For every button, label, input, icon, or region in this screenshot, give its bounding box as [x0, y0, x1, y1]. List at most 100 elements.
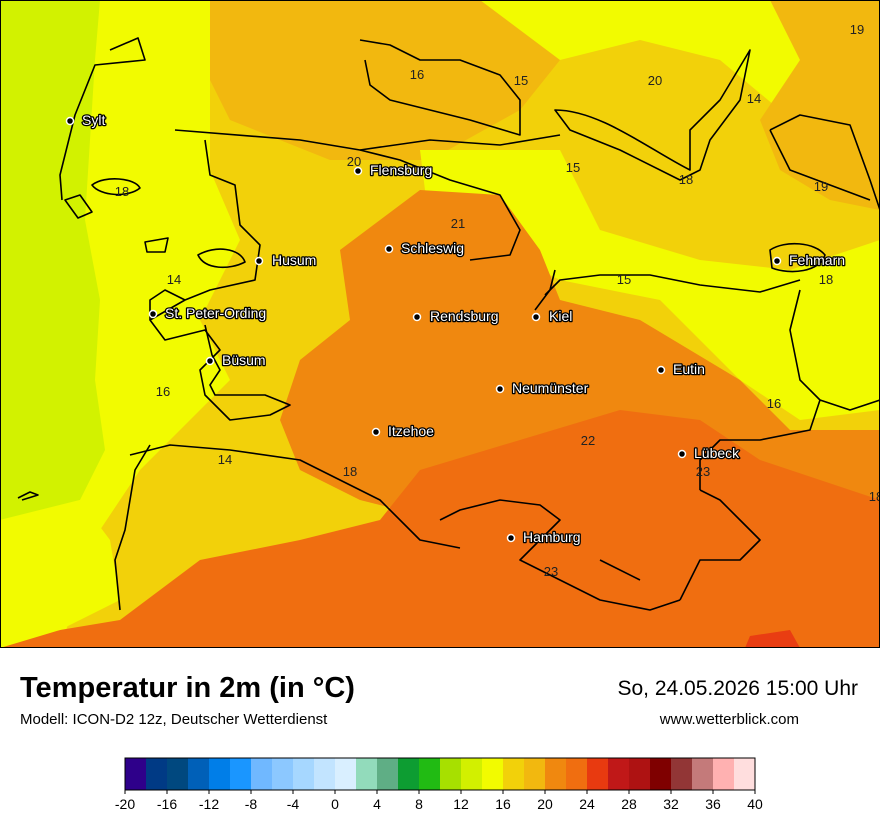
city-label-buesum: Büsum — [222, 352, 266, 368]
isotherm-label: 19 — [850, 22, 864, 37]
elbe-estuary-north — [129, 444, 461, 549]
isotherm-label: 23 — [544, 564, 558, 579]
mainland-west-coast — [149, 129, 561, 421]
color-scale-swatch — [377, 758, 399, 790]
color-scale-swatch — [335, 758, 357, 790]
isotherm-label: 15 — [566, 160, 580, 175]
color-scale-swatch — [440, 758, 462, 790]
foehr-island — [64, 194, 93, 219]
color-scale-tick-label: 12 — [453, 796, 469, 812]
color-scale-swatch — [692, 758, 714, 790]
color-scale-tick-label: 16 — [495, 796, 511, 812]
isotherm-label: 16 — [156, 384, 170, 399]
city-label-sylt: Sylt — [82, 112, 105, 128]
color-scale-tick-label: 4 — [373, 796, 381, 812]
color-scale-swatch — [587, 758, 609, 790]
danish-coast-ne — [769, 114, 880, 211]
kiel-coast — [544, 274, 801, 296]
color-scale-swatch — [293, 758, 315, 790]
forecast-datetime: So, 24.05.2026 15:00 Uhr — [617, 677, 858, 700]
city-rendsburg: Rendsburg — [412, 307, 500, 325]
danish-islands — [554, 49, 751, 181]
city-neumuenster: Neumünster — [495, 379, 590, 397]
color-scale-ticks: -20 -16 -12 -8 -4 0 4 8 12 16 20 24 28 32 36 40 — [115, 790, 763, 812]
isotherm-label: 15 — [617, 272, 631, 287]
color-scale-swatch — [524, 758, 546, 790]
isotherm-label: 18 — [819, 272, 833, 287]
color-scale-frame — [124, 757, 756, 791]
color-scale-swatch — [608, 758, 630, 790]
color-scale-swatch — [167, 758, 189, 790]
city-eutin: Eutin — [656, 360, 706, 378]
city-label-schleswig: Schleswig — [401, 240, 464, 256]
model-info: Modell: ICON-D2 12z, Deutscher Wetterdie… — [20, 711, 328, 728]
isotherm-label: 20 — [648, 73, 662, 88]
schlei — [359, 149, 521, 261]
city-luebeck: Lübeck — [677, 444, 741, 462]
isotherm-label: 14 — [218, 452, 232, 467]
coastlines — [17, 37, 880, 611]
color-scale-swatch — [650, 758, 672, 790]
color-scale-swatch — [188, 758, 210, 790]
state-border-east — [599, 489, 761, 601]
color-scale-tick-label: -12 — [199, 796, 219, 812]
color-scale-swatch — [629, 758, 651, 790]
color-scale-tick-label: -16 — [157, 796, 177, 812]
isotherm-labels: 19 16 15 20 14 18 20 15 18 19 21 14 15 1… — [115, 22, 880, 579]
color-scale-swatch — [482, 758, 504, 790]
color-scale-swatch — [503, 758, 525, 790]
color-scale-swatch — [419, 758, 441, 790]
color-scale-swatch — [671, 758, 693, 790]
color-scale-swatch — [566, 758, 588, 790]
flensburg-fjord — [359, 39, 521, 136]
city-husum: Husum — [254, 251, 318, 269]
city-label-kiel: Kiel — [549, 308, 572, 324]
city-label-rendsburg: Rendsburg — [430, 308, 499, 324]
color-scale-swatch — [230, 758, 252, 790]
color-scale-tick-label: 20 — [537, 796, 553, 812]
color-scale-tick-label: -4 — [287, 796, 300, 812]
field-zone-16-southwest — [0, 500, 120, 648]
color-scale-tick-label: 0 — [331, 796, 339, 812]
elbe-estuary-south — [114, 444, 151, 611]
color-scale-swatch — [356, 758, 378, 790]
field-zone-20-ne — [760, 0, 880, 210]
pellworm-island — [144, 237, 169, 253]
color-scale-tick-label: 40 — [747, 796, 763, 812]
isotherm-label: 18 — [343, 464, 357, 479]
color-scale-tick-label: 32 — [663, 796, 679, 812]
east-coast — [699, 289, 880, 490]
city-label-flensburg: Flensburg — [370, 162, 432, 178]
city-itzehoe: Itzehoe — [371, 422, 435, 440]
city-buesum: Büsum — [205, 351, 267, 369]
color-scale-tick-label: -20 — [115, 796, 135, 812]
isotherm-label: 16 — [410, 67, 424, 82]
color-scale-swatch — [314, 758, 336, 790]
nordstrand-island — [197, 248, 246, 269]
isotherm-label: 19 — [814, 179, 828, 194]
field-zone-14 — [0, 0, 105, 520]
temperature-map: Sylt Flensburg Schleswig Husum St. Peter… — [0, 0, 880, 648]
color-scale-swatches — [125, 758, 756, 790]
color-scale-tick-label: 8 — [415, 796, 423, 812]
isotherm-label: 20 — [347, 154, 361, 169]
amrum-island — [91, 178, 141, 196]
website-link[interactable]: www.wetterblick.com — [659, 711, 799, 728]
fehmarn-island — [769, 242, 826, 273]
field-zone-16-east — [420, 150, 880, 420]
city-label-eutin: Eutin — [673, 361, 705, 377]
city-fehmarn: Fehmarn — [772, 251, 846, 269]
city-flensburg: Flensburg — [353, 161, 434, 179]
field-zone-26 — [745, 630, 800, 648]
isotherm-label: 16 — [767, 396, 781, 411]
isotherm-label: 22 — [581, 433, 595, 448]
color-scale-swatch — [272, 758, 294, 790]
color-scale-swatch — [251, 758, 273, 790]
city-schleswig: Schleswig — [384, 239, 465, 257]
state-border-hamburg — [439, 499, 681, 611]
color-scale-swatch — [146, 758, 168, 790]
map-title: Temperatur in 2m (in °C) — [20, 672, 355, 704]
city-hamburg: Hamburg — [506, 528, 582, 546]
isotherm-label: 18 — [679, 172, 693, 187]
isotherm-label: 14 — [167, 272, 181, 287]
